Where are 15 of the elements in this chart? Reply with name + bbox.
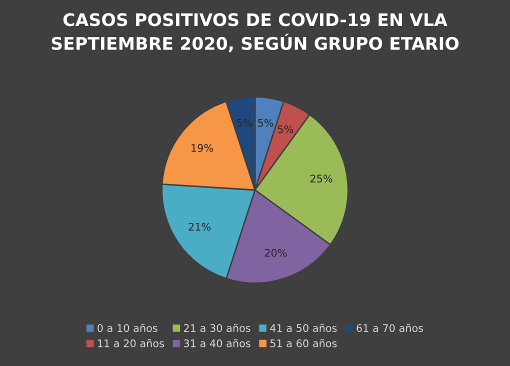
data-label: 5% [258,118,274,127]
legend-label: 51 a 60 años [270,339,337,348]
data-label: 5% [278,125,294,134]
data-label: 19% [192,144,214,152]
data-label: 20% [264,248,287,257]
legend-label: 11 a 20 años [98,339,164,348]
legend-label: 31 a 40 años [184,339,250,348]
data-label: 25% [310,174,332,183]
legend-label: 21 a 30 años [184,324,250,332]
chart-title: CASOS POSITIVOS DE COVID-19 EN VLA SEPTIEMBRE 2020, SEGÚN GRUPO ETARIO [52,13,459,52]
data-label: 5% [237,118,252,127]
data-label: 21% [188,222,211,231]
legend-label: 0 a 10 años [98,324,158,332]
legend-label: 41 a 50 años [270,324,337,332]
legend-label: 61 a 70 años [356,324,424,332]
